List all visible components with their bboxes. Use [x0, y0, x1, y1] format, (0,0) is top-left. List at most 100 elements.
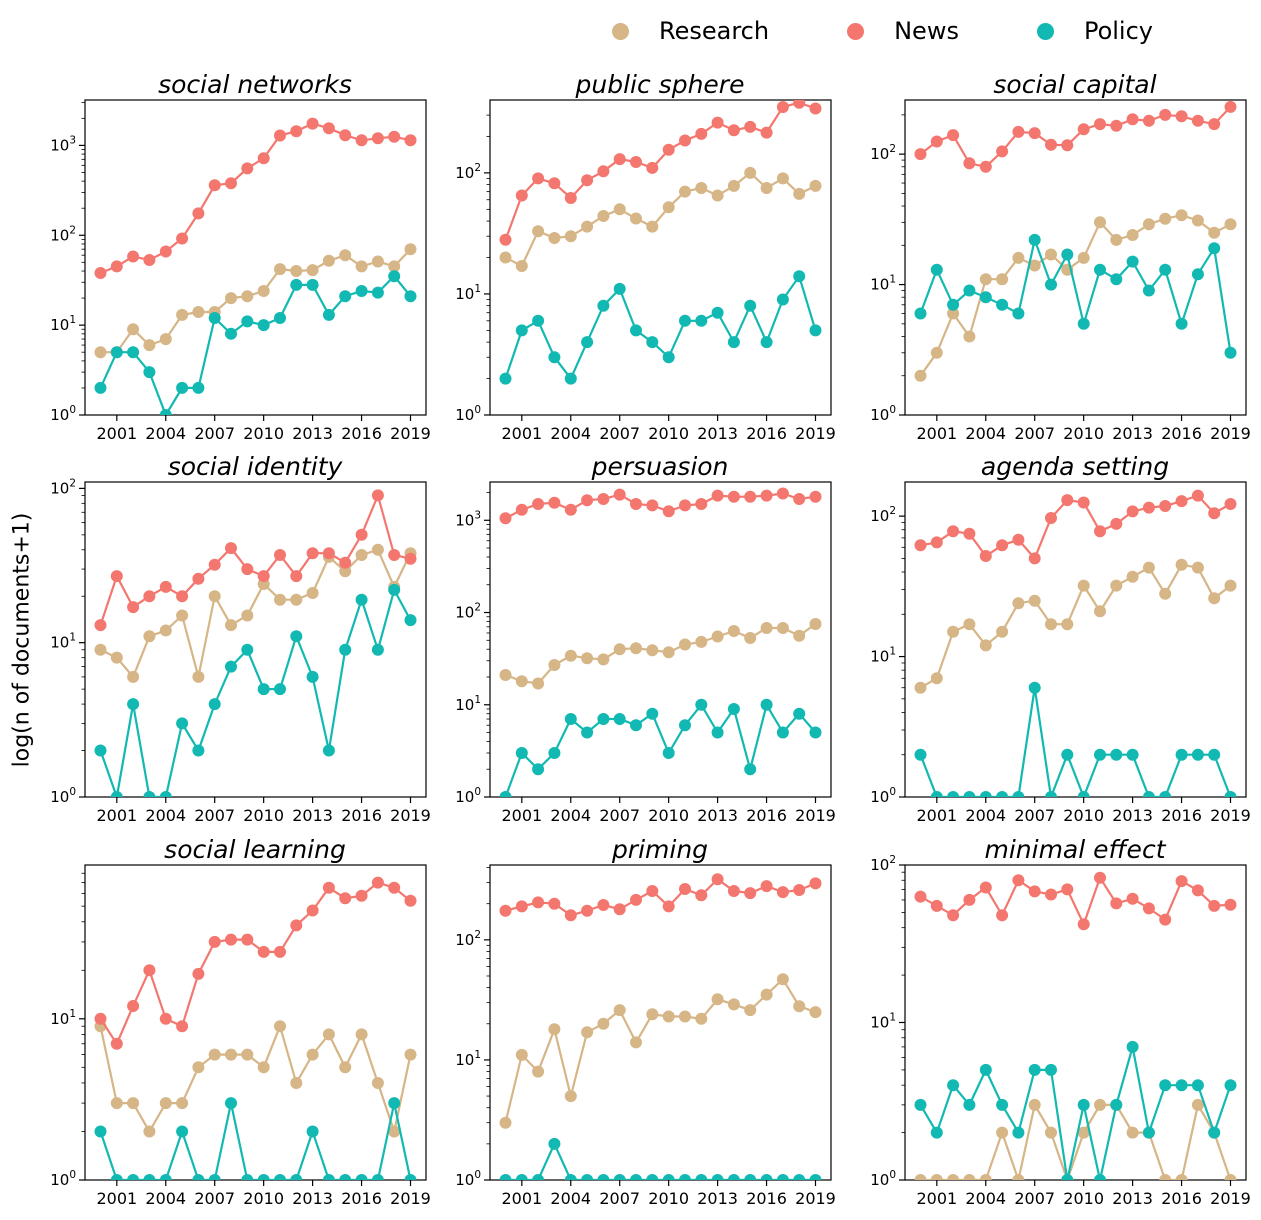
svg-text:2004: 2004 — [145, 1189, 186, 1208]
svg-text:2016: 2016 — [746, 1189, 787, 1208]
svg-text:101: 101 — [455, 1049, 481, 1069]
svg-text:2016: 2016 — [746, 806, 787, 825]
svg-text:101: 101 — [870, 1012, 896, 1032]
svg-text:2013: 2013 — [1112, 424, 1153, 443]
svg-text:102: 102 — [870, 505, 896, 525]
svg-text:2016: 2016 — [1161, 1189, 1202, 1208]
svg-text:2016: 2016 — [341, 424, 382, 443]
legend: Research News Policy — [612, 10, 1153, 52]
legend-label-policy: Policy — [1083, 17, 1153, 45]
chart-social-networks: 2001 2004 2007 2010 2013 2016 2019 100 101 102 103… — [38, 70, 430, 445]
svg-text:2013: 2013 — [1112, 806, 1153, 825]
svg-text:2001: 2001 — [96, 424, 137, 443]
svg-text:2001: 2001 — [916, 424, 957, 443]
svg-text:102: 102 — [870, 143, 896, 163]
svg-text:2007: 2007 — [1014, 806, 1055, 825]
legend-item-news: News — [847, 19, 959, 43]
chart-canvas-social-capital: 2001 2004 2007 2010 2013 2016 2019 100 101 102 soc… — [870, 70, 1250, 443]
chart-title-social-identity: social identity — [168, 452, 344, 481]
svg-text:2010: 2010 — [243, 806, 284, 825]
legend-dot-policy-icon — [1036, 22, 1054, 40]
chart-public-sphere: 2001 2004 2007 2010 2013 2016 2019 100 101 102 pub… — [443, 70, 835, 445]
svg-text:2004: 2004 — [550, 424, 591, 443]
svg-text:2007: 2007 — [599, 424, 640, 443]
chart-title-social-capital: social capital — [993, 70, 1156, 99]
chart-persuasion: 2001 2004 2007 2010 2013 2016 2019 100 101 102 103… — [443, 452, 835, 827]
svg-text:100: 100 — [455, 786, 481, 806]
svg-text:2013: 2013 — [697, 806, 738, 825]
svg-text:2013: 2013 — [292, 424, 333, 443]
chart-canvas-social-identity: 2001 2004 2007 2010 2013 2016 2019 100 101 102 soc… — [50, 452, 430, 825]
svg-text:2004: 2004 — [965, 1189, 1006, 1208]
svg-text:100: 100 — [870, 786, 896, 806]
svg-text:2019: 2019 — [1210, 424, 1250, 443]
svg-text:101: 101 — [50, 1008, 76, 1028]
svg-text:103: 103 — [455, 509, 481, 529]
svg-text:2007: 2007 — [1014, 1189, 1055, 1208]
chart-title-persuasion: persuasion — [591, 452, 729, 481]
svg-text:101: 101 — [455, 283, 481, 303]
svg-text:102: 102 — [50, 224, 76, 244]
chart-title-social-networks: social networks — [158, 70, 352, 99]
chart-canvas-priming: 2001 2004 2007 2010 2013 2016 2019 100 101 102 pri… — [455, 835, 835, 1208]
chart-social-learning: 2001 2004 2007 2010 2013 2016 2019 100 101 social… — [38, 835, 430, 1210]
svg-text:102: 102 — [50, 477, 76, 497]
svg-text:2010: 2010 — [1063, 806, 1104, 825]
chart-social-identity: 2001 2004 2007 2010 2013 2016 2019 100 101 102 soc… — [38, 452, 430, 827]
svg-text:101: 101 — [50, 314, 76, 334]
svg-text:2016: 2016 — [341, 806, 382, 825]
svg-text:2010: 2010 — [648, 806, 689, 825]
svg-text:2016: 2016 — [341, 1189, 382, 1208]
svg-text:2013: 2013 — [292, 1189, 333, 1208]
svg-text:2010: 2010 — [243, 1189, 284, 1208]
legend-dot-news-icon — [847, 22, 865, 40]
svg-text:2007: 2007 — [599, 1189, 640, 1208]
chart-social-capital: 2001 2004 2007 2010 2013 2016 2019 100 101 102 soc… — [858, 70, 1250, 445]
legend-item-research: Research — [612, 19, 769, 43]
svg-text:102: 102 — [455, 162, 481, 182]
svg-text:2019: 2019 — [1210, 806, 1250, 825]
svg-text:2010: 2010 — [243, 424, 284, 443]
chart-canvas-persuasion: 2001 2004 2007 2010 2013 2016 2019 100 101 102 103… — [455, 452, 835, 825]
svg-text:2016: 2016 — [1161, 806, 1202, 825]
chart-canvas-minimal-effect: 2001 2004 2007 2010 2013 2016 2019 100 101 102 min… — [870, 835, 1250, 1208]
svg-text:100: 100 — [870, 404, 896, 424]
chart-title-public-sphere: public sphere — [575, 70, 745, 99]
svg-text:2019: 2019 — [390, 1189, 430, 1208]
svg-text:2001: 2001 — [501, 806, 542, 825]
svg-text:2001: 2001 — [501, 424, 542, 443]
svg-text:2007: 2007 — [599, 806, 640, 825]
svg-text:2013: 2013 — [292, 806, 333, 825]
svg-text:2004: 2004 — [145, 806, 186, 825]
legend-label-research: Research — [659, 17, 770, 45]
chart-canvas-agenda-setting: 2001 2004 2007 2010 2013 2016 2019 100 101 102 age… — [870, 452, 1250, 825]
chart-title-minimal-effect: minimal effect — [984, 835, 1166, 864]
svg-text:102: 102 — [455, 602, 481, 622]
svg-text:2007: 2007 — [194, 806, 235, 825]
legend-dot-research-icon — [612, 22, 629, 40]
svg-text:2001: 2001 — [916, 1189, 957, 1208]
svg-text:2019: 2019 — [390, 424, 430, 443]
chart-canvas-public-sphere: 2001 2004 2007 2010 2013 2016 2019 100 101 102 pub… — [455, 70, 835, 443]
chart-canvas-social-learning: 2001 2004 2007 2010 2013 2016 2019 100 101 social… — [50, 835, 430, 1208]
svg-text:2010: 2010 — [648, 424, 689, 443]
svg-text:2010: 2010 — [1063, 1189, 1104, 1208]
svg-text:2019: 2019 — [390, 806, 430, 825]
svg-text:2004: 2004 — [145, 424, 186, 443]
svg-text:2004: 2004 — [965, 806, 1006, 825]
chart-minimal-effect: 2001 2004 2007 2010 2013 2016 2019 100 101 102 min… — [858, 835, 1250, 1210]
svg-text:2004: 2004 — [965, 424, 1006, 443]
svg-text:2001: 2001 — [96, 806, 137, 825]
svg-text:2004: 2004 — [550, 1189, 591, 1208]
svg-text:102: 102 — [455, 929, 481, 949]
svg-text:100: 100 — [455, 1169, 481, 1189]
chart-canvas-social-networks: 2001 2004 2007 2010 2013 2016 2019 100 101 102 103… — [50, 70, 430, 443]
svg-text:2013: 2013 — [697, 424, 738, 443]
svg-text:2007: 2007 — [194, 424, 235, 443]
svg-text:2013: 2013 — [1112, 1189, 1153, 1208]
y-axis-label: log(n of documents+1) — [9, 512, 35, 768]
svg-text:101: 101 — [870, 274, 896, 294]
svg-text:101: 101 — [50, 632, 76, 652]
chart-title-priming: priming — [611, 835, 708, 864]
svg-text:103: 103 — [50, 134, 76, 154]
